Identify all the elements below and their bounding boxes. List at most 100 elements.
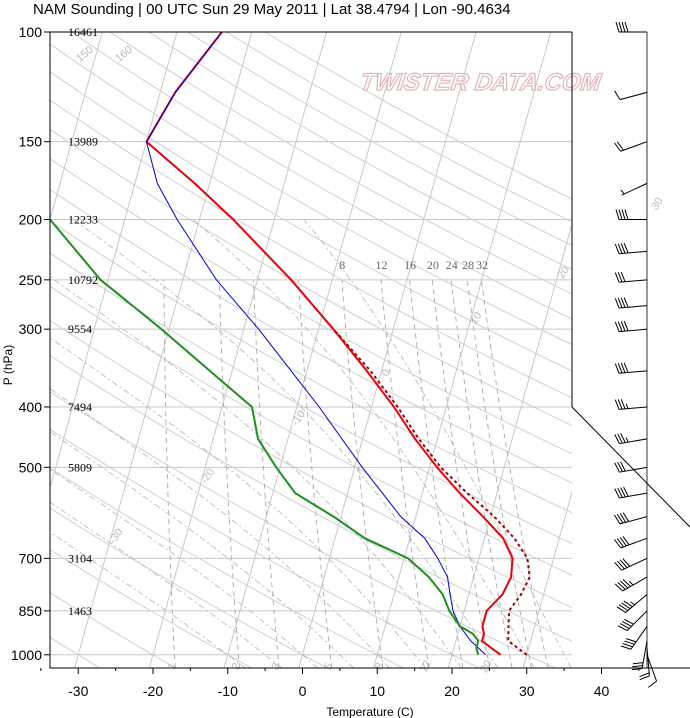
wind-barb-full	[619, 513, 627, 523]
dry-adiabat	[50, 467, 404, 668]
dry-adiabat	[50, 188, 572, 484]
wind-barb-full	[617, 321, 623, 332]
isotherm-line	[673, 32, 690, 668]
wind-barb-full	[614, 298, 620, 309]
wind-barb-full	[623, 362, 629, 373]
wind-barb-staff	[619, 438, 648, 445]
height-label: 3104	[68, 551, 92, 565]
temperature-tick-label: -20	[143, 683, 163, 699]
wind-barb-full	[617, 272, 623, 283]
wind-barb	[614, 576, 648, 592]
wind-barb-full	[620, 243, 626, 254]
temperature-tick-label: 0	[299, 683, 307, 699]
wind-barb-full	[620, 398, 626, 410]
wind-barb-half	[629, 581, 634, 586]
wind-barb-full	[620, 645, 632, 650]
mixing-ratio-label: 8	[373, 661, 386, 672]
wind-barb	[614, 486, 648, 499]
wind-barb-full	[624, 618, 634, 625]
wind-barb	[616, 594, 648, 613]
pressure-tick-label: 200	[19, 211, 43, 227]
wind-barb	[620, 626, 648, 650]
mixing-ratio-line	[380, 279, 430, 668]
dry-adiabat	[50, 319, 572, 609]
temperature-tick-label: -10	[218, 683, 238, 699]
moist-adiabat	[50, 531, 246, 668]
wind-barb	[614, 512, 648, 525]
wind-barb-full	[619, 537, 627, 547]
wind-barb-staff	[621, 557, 648, 571]
wind-barb-full	[623, 297, 629, 308]
mixing-ratio-label: 2	[230, 661, 243, 672]
wind-barb-full	[617, 581, 626, 590]
wind-barb-full	[617, 487, 623, 498]
pressure-tick-label: 150	[19, 134, 43, 150]
mixing-ratio-label: 24	[446, 258, 458, 272]
wind-barb-full	[618, 209, 623, 220]
isotherm-line	[148, 32, 328, 668]
wind-barb-full	[624, 640, 635, 645]
dry-adiabat	[148, 32, 572, 270]
wind-barb-full	[617, 625, 628, 632]
wind-barb	[646, 654, 658, 688]
wind-barb-full	[620, 461, 626, 472]
wind-barb-full	[647, 680, 657, 688]
dewpoint-line	[50, 218, 480, 656]
wind-barb-full	[614, 462, 620, 473]
wind-barb-full	[616, 606, 626, 613]
isotherm-label: 0	[379, 367, 392, 379]
wind-barb-full	[614, 514, 621, 525]
wind-barb-full	[622, 536, 630, 546]
wind-barb-full	[620, 321, 626, 332]
mixing-ratio-label: 3	[269, 661, 282, 672]
wind-barb-full	[614, 243, 620, 254]
wind-barb-staff	[619, 406, 648, 410]
mixing-ratio-line	[163, 279, 176, 668]
wind-barb-full	[622, 558, 631, 567]
wind-barb-staff	[619, 370, 648, 374]
wind-barb-full	[616, 538, 624, 548]
watermark-text: TWISTER DATA.COM	[359, 69, 604, 96]
wind-barb	[614, 141, 648, 152]
wind-barb	[639, 647, 650, 681]
temperature-tick-label: 20	[444, 683, 460, 699]
dry-adiabat	[50, 549, 252, 668]
wind-barb	[614, 536, 648, 549]
wind-barb-full	[631, 668, 643, 671]
height-label: 13989	[68, 135, 98, 149]
moist-adiabat	[303, 219, 572, 668]
y-axis-label: P (hPa)	[1, 345, 15, 385]
wind-barb-full	[614, 321, 620, 332]
mixing-ratio-label: 32	[476, 258, 488, 272]
wind-barb-full	[614, 583, 624, 592]
wind-barb-full	[639, 675, 650, 681]
wind-barb-staff	[620, 141, 648, 152]
dry-adiabat	[225, 32, 572, 223]
wind-barb-full	[620, 487, 626, 498]
wind-barb-staff	[619, 279, 648, 283]
wind-panel-frame	[571, 406, 690, 669]
pressure-tick-label: 400	[19, 399, 43, 415]
wind-barb-full	[621, 602, 631, 610]
wind-barb-staff	[619, 466, 648, 473]
wind-barb	[614, 297, 648, 309]
wind-barb	[614, 90, 648, 101]
mixing-ratio-line	[450, 279, 513, 668]
wind-barb-staff	[621, 182, 648, 196]
dry-adiabat	[50, 354, 572, 642]
wind-barb-full	[617, 433, 623, 444]
wind-barb-full	[614, 142, 622, 152]
height-label: 10792	[68, 273, 98, 287]
plot-frame	[49, 31, 572, 669]
wind-barb-full	[617, 462, 623, 472]
wind-barb-full	[620, 433, 626, 443]
wind-barb-full	[616, 141, 624, 151]
dry-adiabat	[50, 507, 328, 668]
wind-barb-half	[620, 189, 625, 195]
isotherm-line	[522, 490, 572, 668]
wind-barb-full	[619, 623, 630, 629]
moist-adiabat	[50, 431, 354, 668]
wind-barb	[614, 362, 648, 374]
isotherm-label: 20	[555, 264, 572, 281]
